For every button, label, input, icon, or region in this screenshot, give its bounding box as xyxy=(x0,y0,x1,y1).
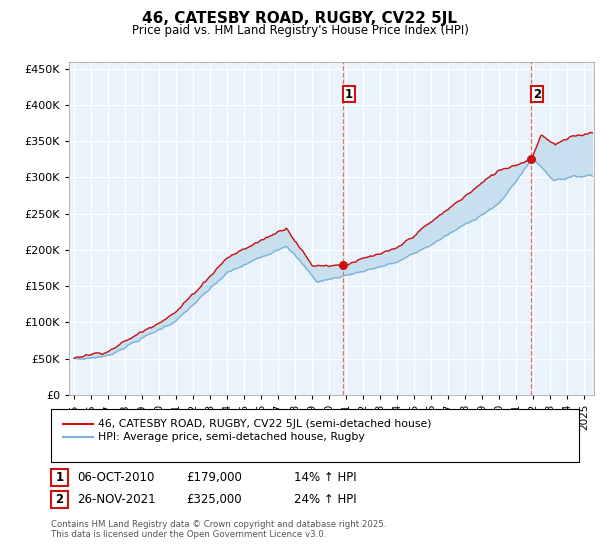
Text: 2: 2 xyxy=(55,493,64,506)
Text: 2: 2 xyxy=(533,88,541,101)
Text: 1: 1 xyxy=(55,470,64,484)
Text: 46, CATESBY ROAD, RUGBY, CV22 5JL (semi-detached house): 46, CATESBY ROAD, RUGBY, CV22 5JL (semi-… xyxy=(98,419,431,429)
Text: HPI: Average price, semi-detached house, Rugby: HPI: Average price, semi-detached house,… xyxy=(98,432,365,442)
Text: 14% ↑ HPI: 14% ↑ HPI xyxy=(294,470,356,484)
Text: Price paid vs. HM Land Registry's House Price Index (HPI): Price paid vs. HM Land Registry's House … xyxy=(131,24,469,36)
Text: 46, CATESBY ROAD, RUGBY, CV22 5JL: 46, CATESBY ROAD, RUGBY, CV22 5JL xyxy=(143,11,458,26)
Text: 26-NOV-2021: 26-NOV-2021 xyxy=(77,493,155,506)
Text: £325,000: £325,000 xyxy=(186,493,242,506)
Text: 06-OCT-2010: 06-OCT-2010 xyxy=(77,470,154,484)
Text: 24% ↑ HPI: 24% ↑ HPI xyxy=(294,493,356,506)
Point xyxy=(338,260,348,269)
Text: 1: 1 xyxy=(345,88,353,101)
Text: Contains HM Land Registry data © Crown copyright and database right 2025.
This d: Contains HM Land Registry data © Crown c… xyxy=(51,520,386,539)
Text: £179,000: £179,000 xyxy=(186,470,242,484)
Point xyxy=(527,155,536,164)
